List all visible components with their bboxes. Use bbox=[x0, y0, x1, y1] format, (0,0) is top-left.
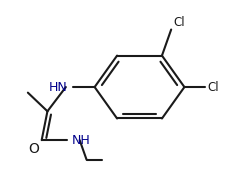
Text: NH: NH bbox=[72, 134, 90, 147]
Text: HN: HN bbox=[48, 81, 67, 94]
Text: Cl: Cl bbox=[174, 16, 185, 29]
Text: O: O bbox=[28, 142, 39, 156]
Text: Cl: Cl bbox=[207, 81, 219, 94]
